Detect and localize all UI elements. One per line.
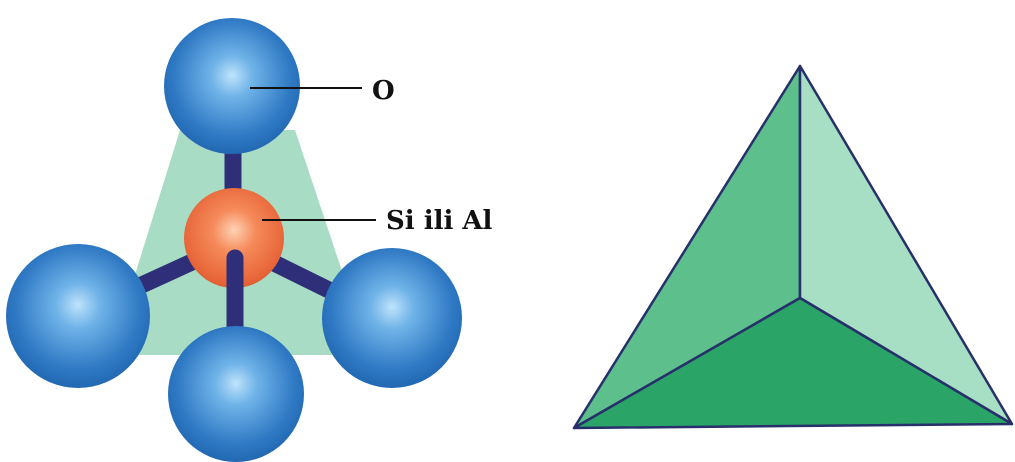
oxygen-sphere-right bbox=[322, 248, 462, 388]
center-atom-sphere bbox=[184, 188, 284, 288]
oxygen-sphere-top bbox=[164, 18, 300, 154]
center-atom-label: Si ili Al bbox=[386, 206, 493, 236]
oxygen-label: O bbox=[372, 76, 395, 106]
ball-and-stick-model: O Si ili Al bbox=[6, 18, 493, 462]
tetra-face-bottom bbox=[572, 296, 1014, 430]
oxygen-sphere-bottom bbox=[168, 326, 304, 462]
polyhedral-tetrahedron bbox=[572, 64, 1014, 430]
oxygen-sphere-left bbox=[6, 244, 150, 388]
